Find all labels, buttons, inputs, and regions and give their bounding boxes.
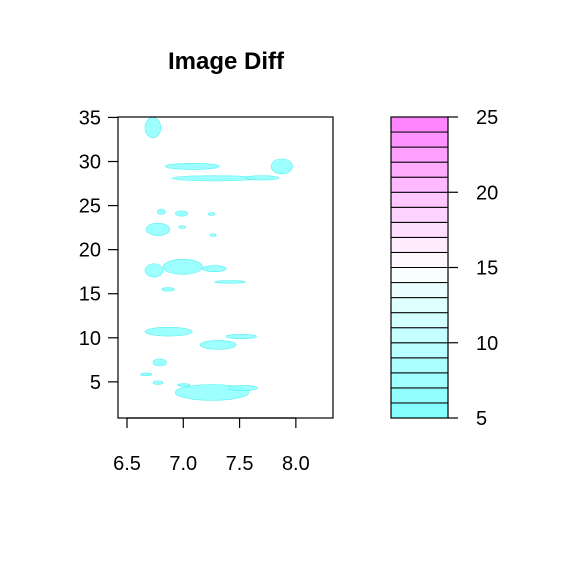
colorbar-cell [390, 327, 449, 344]
colorbar-cell [390, 161, 449, 178]
colorbar-cell [390, 116, 449, 133]
diff-region [161, 287, 175, 292]
diff-region [178, 225, 186, 229]
x-tick-label: 6.5 [113, 453, 141, 475]
y-tick-label: 25 [79, 196, 101, 218]
axes: 6.5 7.0 7.5 8.0 5 10 15 20 25 30 35 [79, 107, 310, 475]
diff-region [152, 380, 164, 385]
colorbar-cell [390, 342, 449, 359]
colorbar-cell [390, 191, 449, 208]
x-tick-label: 7.0 [169, 453, 197, 475]
diff-region [140, 372, 153, 376]
colorbar-cell [390, 312, 449, 329]
diff-region [164, 162, 220, 170]
colorbar-cell [390, 267, 449, 284]
diff-region [175, 210, 189, 217]
plot-area [140, 117, 293, 401]
diff-region [145, 222, 171, 236]
diff-region [171, 175, 257, 182]
diff-region [225, 333, 257, 339]
chart-title: Image Diff [168, 48, 285, 75]
x-tick-label: 7.5 [226, 453, 254, 475]
diff-region [144, 263, 164, 278]
colorbar-cell [390, 357, 449, 374]
diff-region [207, 212, 216, 216]
colorbar-cell [390, 402, 449, 419]
y-tick-label: 20 [79, 240, 101, 262]
colorbar-cell [390, 372, 449, 389]
diff-region [199, 340, 237, 350]
y-tick-label: 5 [90, 372, 101, 394]
diff-region [144, 326, 193, 337]
y-tick-label: 35 [79, 107, 101, 129]
diff-region [210, 233, 217, 237]
colorbar-cell [390, 251, 449, 268]
colorbar-cell [390, 282, 449, 299]
colorbar-cell [390, 297, 449, 314]
diff-region [202, 265, 227, 272]
colorbar-cell [390, 131, 449, 148]
colorbar-cell [390, 236, 449, 253]
diff-region [228, 385, 258, 391]
colorbar-cell [390, 206, 449, 223]
diff-region [244, 175, 280, 181]
y-tick-label: 10 [79, 328, 101, 350]
diff-region [162, 259, 203, 275]
colorbar: 5 10 15 20 25 [390, 107, 498, 430]
diff-region [157, 208, 166, 215]
diff-region [214, 280, 246, 284]
diff-region [152, 358, 167, 367]
colorbar-tick-label: 20 [476, 182, 498, 204]
colorbar-cell [390, 387, 449, 404]
colorbar-tick-label: 10 [476, 333, 498, 355]
colorbar-cell [390, 221, 449, 238]
y-tick-label: 15 [79, 284, 101, 306]
y-tick-label: 30 [79, 152, 101, 174]
colorbar-cell [390, 176, 449, 193]
colorbar-tick-label: 25 [476, 107, 498, 129]
x-tick-label: 8.0 [282, 453, 310, 475]
colorbar-tick-label: 15 [476, 258, 498, 280]
diff-region [144, 117, 162, 139]
colorbar-tick-label: 5 [476, 408, 487, 430]
diff-region [177, 383, 191, 387]
diff-region [270, 158, 293, 175]
colorbar-cell [390, 146, 449, 163]
